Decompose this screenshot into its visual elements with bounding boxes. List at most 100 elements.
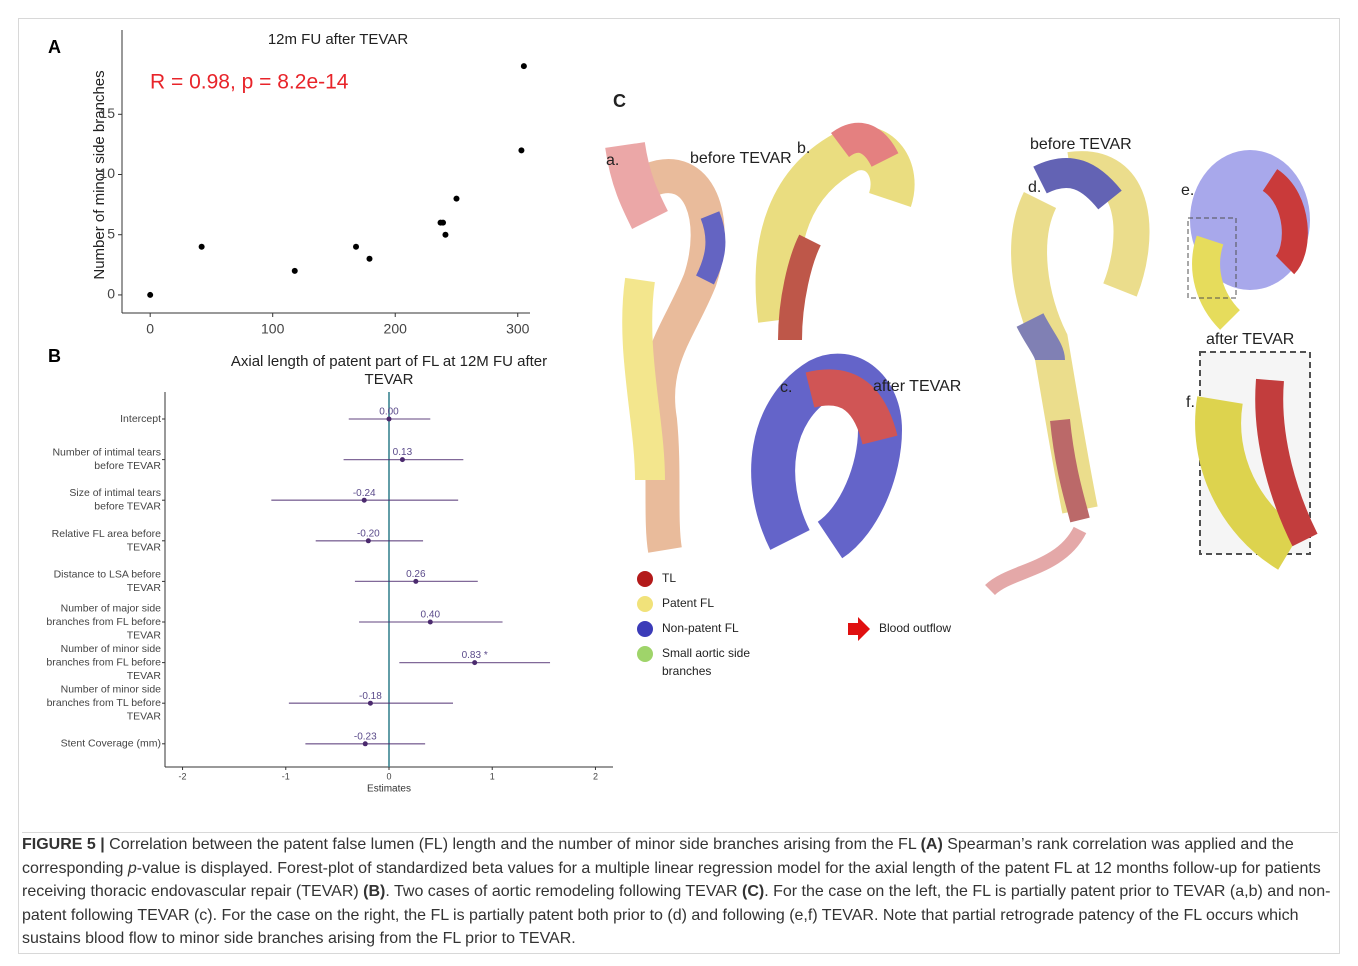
legend-label: Blood outflow [879, 621, 951, 635]
point [147, 291, 154, 298]
y-tick-label: TEVAR [127, 670, 162, 682]
estimate-point [361, 497, 367, 503]
x-tick-label: -2 [179, 771, 187, 781]
estimate-point [413, 578, 419, 584]
y-tick-label: branches from TL before [47, 697, 162, 709]
value-label: 0.40 [421, 610, 441, 621]
chart-title: 12m FU after TEVAR [268, 31, 408, 48]
panel-c-label: d. [1028, 179, 1041, 196]
legend-swatch [637, 596, 653, 612]
figure-caption: FIGURE 5 | Correlation between the paten… [22, 832, 1338, 951]
y-tick-label: 5 [107, 225, 115, 241]
point [518, 147, 525, 154]
y-tick-label: Number of minor side [61, 643, 162, 655]
estimate-point [472, 660, 478, 666]
caption-label: FIGURE 5 | [22, 836, 105, 853]
y-tick-label: TEVAR [127, 710, 162, 722]
estimate-point [427, 619, 433, 625]
panel-label: B [48, 346, 61, 366]
x-tick-label: 1 [490, 771, 495, 781]
caption-ref: (B) [363, 883, 386, 900]
y-tick-label: Number of intimal tears [52, 447, 161, 459]
figure: A 12m FU after TEVAR Number of minor side … [46, 30, 1318, 795]
x-tick-label: -1 [282, 771, 290, 781]
point [453, 195, 460, 202]
caption-text: Correlation between the patent false lum… [104, 836, 921, 853]
caption-ref: (C) [742, 883, 765, 900]
legend-swatch [637, 571, 653, 587]
estimate-point [399, 457, 405, 463]
caption-text: . Two cases of aortic remodeling followi… [385, 883, 742, 900]
x-axis-label: Estimates [367, 784, 411, 795]
value-label: -0.24 [353, 488, 376, 499]
panel-c-label: e. [1181, 182, 1194, 199]
panel-c-label: after TEVAR [873, 378, 961, 395]
legend-label: TL [662, 571, 676, 585]
point [198, 243, 205, 250]
value-label: 0.83 * [462, 650, 488, 661]
y-tick-label: Number of major side [61, 602, 162, 614]
y-tick-label: TEVAR [127, 629, 162, 641]
estimate-point [362, 741, 368, 747]
value-label: -0.23 [354, 731, 377, 742]
panel-c-label: a. [606, 152, 619, 169]
y-tick-label: before TEVAR [94, 460, 161, 472]
legend-label: Small aortic side [662, 646, 750, 660]
aorta-illustrations [605, 122, 1318, 596]
panel-c-label: c. [780, 379, 792, 396]
legend-label: branches [662, 664, 711, 678]
value-label: 0.13 [393, 447, 413, 458]
legend-label: Non-patent FL [662, 621, 739, 635]
caption-text: Spearman’s rank correlation was applied … [22, 836, 1294, 877]
estimate-point [386, 416, 392, 422]
value-label: 0.26 [406, 569, 426, 580]
y-tick-label: 0 [107, 286, 115, 302]
legend-arrow [848, 617, 870, 641]
estimate-point [367, 700, 373, 706]
legend-swatch [637, 646, 653, 662]
y-tick-label: 15 [99, 105, 115, 121]
y-tick-label: branches from FL before [46, 656, 161, 668]
x-tick-label: 0 [386, 771, 391, 781]
chart-title: TEVAR [365, 371, 414, 388]
legend-label: Patent FL [662, 596, 714, 610]
panel-c-label: b. [797, 140, 810, 157]
x-tick-label: 100 [261, 321, 285, 337]
panel-c-label: C [613, 91, 626, 111]
caption-text: -value is displayed. Forest-plot of stan… [22, 859, 1321, 901]
y-tick-label: 10 [99, 165, 115, 181]
point [291, 267, 298, 274]
value-label: -0.18 [359, 691, 382, 702]
y-tick-label: Size of intimal tears [69, 487, 161, 499]
point [366, 255, 373, 262]
x-tick-label: 2 [593, 771, 598, 781]
panel-label: A [48, 37, 61, 57]
y-tick-label: Stent Coverage (mm) [61, 738, 161, 750]
y-tick-label: Intercept [120, 413, 161, 425]
y-tick-label: Number of minor side [61, 683, 162, 695]
point [442, 231, 449, 238]
estimate-point [365, 538, 371, 544]
y-tick-label: branches from FL before [46, 616, 161, 628]
point [440, 219, 447, 226]
x-tick-label: 300 [506, 321, 530, 337]
x-tick-label: 0 [146, 321, 154, 337]
y-tick-label: Relative FL area before [52, 528, 161, 540]
chart-title: Axial length of patent part of FL at 12M… [231, 353, 547, 370]
y-axis-label: Number of minor side branches [91, 70, 108, 279]
panel-c-label: before TEVAR [690, 150, 792, 167]
y-tick-label: TEVAR [127, 541, 162, 553]
point [520, 63, 527, 70]
value-label: -0.20 [357, 528, 380, 539]
y-tick-label: Distance to LSA before [54, 568, 162, 580]
panel-c-label: after TEVAR [1206, 331, 1294, 348]
caption-text: . For the case on the left, the FL is pa… [22, 883, 1331, 947]
annotation: R = 0.98, p = 8.2e-14 [150, 71, 349, 94]
point [353, 243, 360, 250]
x-tick-label: 200 [384, 321, 408, 337]
figure-frame [18, 18, 1340, 954]
y-tick-label: TEVAR [127, 582, 162, 594]
panel-c-label: f. [1186, 394, 1195, 411]
caption-ref: (A) [920, 836, 943, 853]
y-tick-label: before TEVAR [94, 501, 161, 513]
